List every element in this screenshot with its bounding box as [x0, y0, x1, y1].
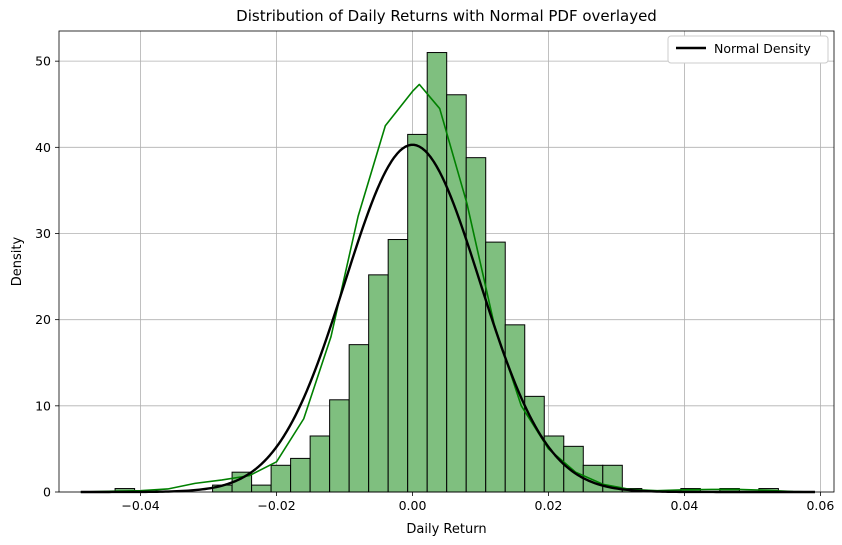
x-tick-label: 0.04: [671, 498, 699, 513]
legend: Normal Density: [667, 35, 829, 64]
histogram-bar: [329, 399, 350, 493]
histogram-bar: [485, 241, 506, 493]
chart-title: Distribution of Daily Returns with Norma…: [236, 7, 657, 25]
plot-frame: [58, 30, 835, 493]
histogram-bar: [348, 344, 370, 493]
x-axis-ticks: −0.04 −0.02 0.00 0.02 0.04 0.06: [121, 492, 834, 513]
histogram-bar: [465, 157, 487, 493]
histogram-bar: [251, 484, 272, 493]
x-tick-label: 0.00: [399, 498, 427, 513]
y-tick-label: 0: [43, 485, 51, 500]
y-tick-label: 20: [35, 312, 51, 327]
y-tick-label: 40: [35, 140, 51, 155]
x-axis-label: Daily Return: [406, 522, 486, 537]
legend-label: Normal Density: [714, 41, 811, 56]
y-axis-label: Density: [10, 236, 25, 286]
histogram-bars: [114, 52, 779, 493]
x-tick-label: −0.02: [257, 498, 295, 513]
histogram-bar: [563, 445, 584, 493]
histogram-bar: [387, 239, 409, 493]
histogram-bar: [309, 435, 331, 493]
x-tick-label: 0.02: [535, 498, 563, 513]
y-tick-label: 30: [35, 226, 51, 241]
x-tick-label: 0.06: [806, 498, 834, 513]
legend-box: [667, 35, 829, 64]
histogram-bar: [407, 133, 428, 493]
y-tick-label: 10: [35, 398, 51, 413]
histogram-bar: [270, 464, 292, 493]
x-tick-label: −0.04: [121, 498, 159, 513]
y-axis-ticks: 0 10 20 30 40 50: [35, 54, 59, 500]
histogram-bar: [426, 52, 448, 493]
y-tick-label: 50: [35, 54, 51, 69]
histogram-bar: [446, 94, 467, 493]
histogram-bar: [290, 457, 311, 493]
kde-curve: [80, 83, 815, 493]
histogram-bar: [504, 324, 526, 493]
histogram-bar: [368, 274, 389, 493]
